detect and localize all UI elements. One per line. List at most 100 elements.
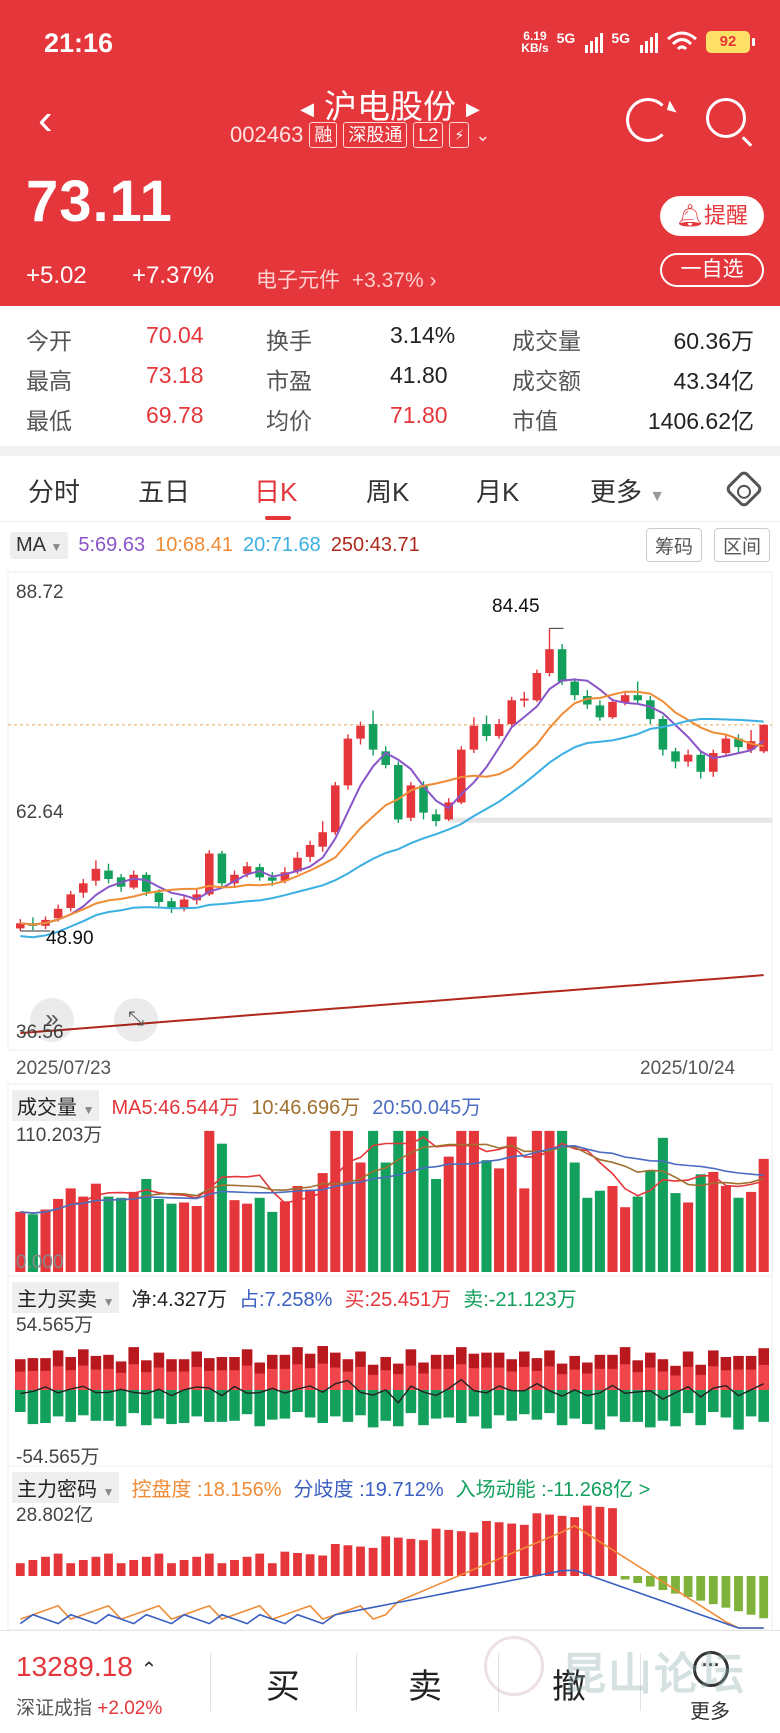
retail-buy-bar	[330, 1367, 341, 1390]
density-bar	[746, 1576, 756, 1615]
ma20-value: 20:71.68	[242, 533, 321, 556]
index-value[interactable]: 13289.18 ⌃	[16, 1651, 158, 1682]
more-icon[interactable]: ···	[693, 1651, 729, 1687]
prev-stock-icon[interactable]: ◀	[300, 98, 314, 119]
retail-buy-bar	[267, 1368, 278, 1390]
tab-more[interactable]: 更多 ▼	[590, 477, 666, 507]
stock-title[interactable]: ◀ 沪电股份 ▶	[300, 88, 480, 125]
volume-bar	[380, 1162, 391, 1272]
retail-buy-bar	[405, 1365, 417, 1390]
tab-monthly-k[interactable]: 月K	[476, 477, 520, 507]
retail-buy-bar	[758, 1364, 769, 1390]
watchlist-button[interactable]: 一自选	[660, 253, 764, 287]
ma-selector[interactable]: MA ▼	[10, 531, 69, 559]
volume-bar	[317, 1173, 328, 1272]
retail-buy-bar	[204, 1370, 215, 1390]
sell-bar	[758, 1390, 769, 1422]
candle-body	[394, 764, 403, 820]
main-buy-bar	[670, 1365, 681, 1390]
current-price: 73.11	[26, 169, 173, 234]
sell-bar	[393, 1390, 404, 1427]
retail-buy-bar	[141, 1372, 152, 1390]
more-button[interactable]: 更多	[690, 1701, 730, 1723]
chevron-down-icon[interactable]: ⌄	[475, 124, 491, 145]
sell-bar	[619, 1390, 631, 1422]
divergence-line	[19, 1569, 764, 1629]
candle-body	[331, 785, 340, 833]
volume-bar	[733, 1197, 744, 1272]
main-buy-bar	[493, 1352, 505, 1390]
retail-buy-bar	[468, 1368, 480, 1390]
mf-net: 净:4.327万	[131, 1289, 228, 1311]
density-bar	[721, 1576, 731, 1608]
sell-bar	[468, 1390, 480, 1417]
chip-button[interactable]: 筹码	[646, 528, 703, 562]
retail-buy-bar	[456, 1364, 467, 1390]
ma-legend: MA ▼ 5:69.63 10:68.41 20:71.68 250:43.71	[10, 528, 420, 562]
back-icon[interactable]: ‹	[38, 95, 53, 144]
density-bar	[129, 1560, 139, 1576]
sell-bar	[141, 1390, 152, 1426]
volume-chart	[15, 1130, 769, 1272]
sector-link[interactable]: 电子元件 +3.37% ›	[256, 269, 437, 292]
main-force-selector[interactable]: 主力买卖 ▼	[12, 1282, 120, 1313]
range-button[interactable]: 区间	[714, 528, 771, 562]
retail-buy-bar	[531, 1370, 543, 1390]
caret-down-icon: ▼	[82, 1103, 95, 1117]
retail-buy-bar	[191, 1366, 202, 1390]
sell-bar	[456, 1390, 467, 1423]
ma5-line	[20, 678, 765, 926]
caret-down-icon: ▼	[102, 1485, 115, 1499]
main-buy-bar	[506, 1359, 517, 1390]
search-icon[interactable]	[706, 98, 746, 138]
volume-bar	[519, 1188, 530, 1272]
retail-buy-bar	[418, 1373, 429, 1390]
density-bar	[658, 1576, 668, 1591]
retail-buy-bar	[90, 1369, 102, 1390]
density-bar	[66, 1563, 76, 1576]
density-inflow[interactable]: 入场动能 :-11.268亿 >	[455, 1479, 651, 1501]
volume-bar	[607, 1186, 618, 1272]
main-buy-bar	[153, 1352, 165, 1390]
remind-button[interactable]: 🔔︎提醒	[660, 196, 764, 236]
buy-button[interactable]: 买	[266, 1668, 300, 1706]
candle-body	[343, 738, 353, 786]
retail-buy-bar	[556, 1374, 568, 1390]
cancel-order-button[interactable]: 撤	[552, 1668, 586, 1706]
sell-bar	[128, 1390, 139, 1414]
volume-bar	[657, 1137, 668, 1272]
sell-bar	[317, 1390, 328, 1423]
candle-body	[494, 724, 504, 737]
refresh-icon[interactable]	[626, 98, 670, 142]
density-chart	[15, 1505, 769, 1629]
main-force-chart	[15, 1346, 769, 1430]
density-divergence: 分歧度 :19.712%	[293, 1479, 444, 1501]
sell-bar	[519, 1390, 530, 1415]
sell-bar	[594, 1390, 606, 1430]
retail-buy-bar	[216, 1370, 228, 1390]
candle-body	[104, 870, 113, 880]
fullscreen-icon[interactable]: ⤡	[114, 998, 158, 1042]
tag-level2[interactable]: L2	[413, 122, 444, 148]
sell-bar	[90, 1390, 102, 1421]
main-buy-bar	[607, 1354, 618, 1390]
main-buy-bar	[216, 1357, 228, 1390]
collapse-icon[interactable]: »	[30, 998, 74, 1042]
tab-intraday[interactable]: 分时	[28, 477, 81, 507]
sell-bar	[418, 1390, 429, 1426]
density-selector[interactable]: 主力密码 ▼	[12, 1472, 120, 1503]
pe-label: 市盈	[266, 368, 312, 394]
ma10-value: 10:68.41	[155, 533, 233, 556]
volume-selector[interactable]: 成交量 ▼	[12, 1090, 100, 1121]
tab-weekly-k[interactable]: 周K	[366, 477, 410, 507]
volume-bar	[65, 1188, 76, 1272]
tab-five-day[interactable]: 五日	[138, 477, 191, 507]
main-buy-bar	[594, 1354, 606, 1390]
sell-button[interactable]: 卖	[408, 1668, 442, 1706]
candle-body	[595, 705, 605, 718]
next-stock-icon[interactable]: ▶	[466, 98, 480, 119]
tab-daily-k[interactable]: 日K	[254, 477, 298, 507]
volume-bar	[494, 1168, 505, 1272]
main-buy-bar	[15, 1359, 26, 1390]
density-bar	[482, 1520, 491, 1576]
